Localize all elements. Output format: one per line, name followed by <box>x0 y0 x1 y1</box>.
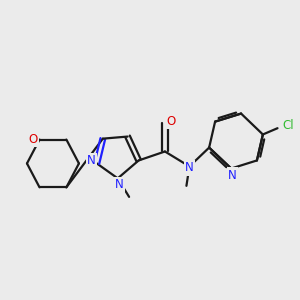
Text: N: N <box>228 169 237 182</box>
Text: N: N <box>115 178 124 191</box>
Text: O: O <box>166 115 176 128</box>
Text: O: O <box>28 133 38 146</box>
Text: Cl: Cl <box>283 119 294 132</box>
Text: N: N <box>87 154 96 167</box>
Text: N: N <box>185 161 194 174</box>
